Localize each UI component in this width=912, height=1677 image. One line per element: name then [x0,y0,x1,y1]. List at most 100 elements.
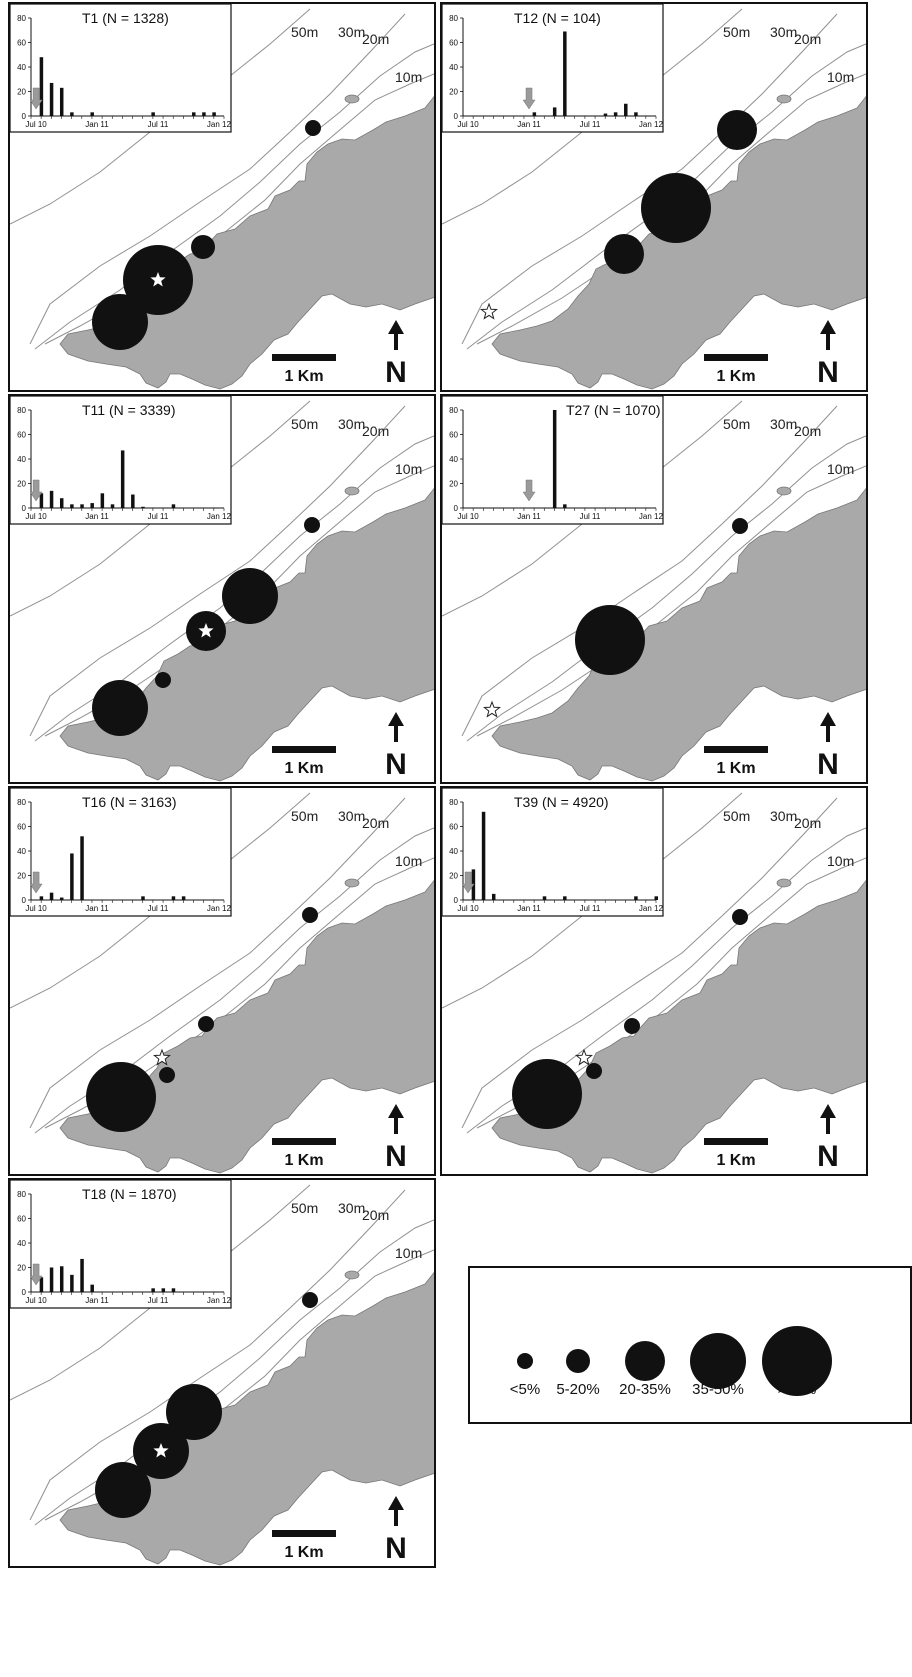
inset-y-tick-label: 0 [22,1288,27,1297]
map-panel-t16: 50m 30m 20m 10m 1 Km N 0 20 40 60 80 Jul 10 Jan 11 Ju… [8,786,436,1176]
north-arrow-icon [820,320,836,350]
circle-size-legend: <5% 5-20% 20-35% 35-50% >50% [468,1266,912,1424]
inset-x-tick-label: Jan 12 [207,512,232,521]
north-label: N [385,1140,407,1173]
inset-histogram: 0 20 40 60 80 Jul 10 Jan 11 Jul 11 Jan 12 T1 (N =… [10,4,232,133]
histogram-bar [481,811,486,900]
panel-title: T39 (N = 4920) [514,794,609,810]
inset-x-tick-label: Jan 12 [639,512,664,521]
proportion-circle [717,110,757,150]
legend-svg: <5% 5-20% 20-35% 35-50% >50% [510,1326,832,1398]
legend-label-5-20: 5-20% [556,1381,599,1398]
inset-y-tick-label: 80 [449,406,458,415]
islet [344,1270,360,1280]
histogram-bar [49,82,54,116]
inset-y-tick-label: 60 [449,823,458,832]
legend-circle [762,1326,832,1396]
scale-bar [272,1138,336,1145]
north-label: N [385,356,407,389]
legend-circle [690,1333,746,1389]
histogram-bar [654,896,658,900]
proportion-circle [512,1059,582,1129]
histogram-bar [90,503,94,508]
scale-bar [704,354,768,361]
north-label: N [385,748,407,781]
depth-label: 30m [770,416,797,432]
proportion-circle [302,907,318,923]
proportion-circle [732,518,748,534]
histogram-bar [552,410,557,508]
histogram-bar [141,506,145,508]
depth-label: 50m [723,24,750,40]
north-label: N [817,1140,839,1173]
proportion-circle [92,294,148,350]
histogram-bar [39,57,44,116]
histogram-bar [141,896,145,900]
inset-x-tick-label: Jul 10 [25,904,47,913]
proportion-circle [92,680,148,736]
inset-y-tick-label: 20 [17,872,26,881]
histogram-bar [39,1277,44,1292]
depth-label: 30m [338,808,365,824]
inset-x-tick-label: Jul 10 [25,512,47,521]
proportion-circle [732,909,748,925]
north-arrow-icon [388,712,404,742]
histogram-bar [171,896,176,900]
histogram-bar [59,87,64,116]
depth-label: 50m [723,808,750,824]
proportion-circle [95,1462,151,1518]
inset-y-tick-label: 0 [454,112,459,121]
inset-x-tick-label: Jul 11 [148,120,169,129]
histogram-bar [212,112,216,116]
inset-y-tick-label: 80 [17,798,26,807]
legend-label-lt5: <5% [510,1381,540,1398]
depth-label: 30m [770,24,797,40]
proportion-circle [641,173,711,243]
inset-x-tick-label: Jul 11 [148,904,169,913]
scale-bar-label: 1 Km [716,760,755,777]
release-site-star-icon [575,1048,593,1066]
histogram-bar [563,896,567,900]
proportion-circle [198,1016,214,1032]
release-arrow-icon [29,1263,43,1286]
map-panel-t18: 50m 30m 20m 10m 1 Km N 0 20 40 60 80 Jul 10 Jan 11 Ju… [8,1178,436,1568]
inset-y-tick-label: 60 [17,39,26,48]
depth-label: 20m [362,1207,389,1223]
release-arrow-icon [29,871,43,894]
inset-x-tick-label: Jul 10 [457,904,479,913]
histogram-bar [59,498,64,508]
inset-y-tick-label: 60 [17,1215,26,1224]
inset-y-tick-label: 40 [449,847,458,856]
release-site-star-icon [198,623,214,638]
inset-y-tick-label: 20 [17,1264,26,1273]
depth-contour-line [29,405,406,737]
panel-title: T16 (N = 3163) [82,794,177,810]
release-arrow-icon [522,479,536,502]
panel-title: T11 (N = 3339) [82,402,176,418]
inset-y-tick-label: 80 [17,14,26,23]
histogram-bar [80,504,84,508]
scale-bar-label: 1 Km [716,1152,755,1169]
depth-label: 20m [362,31,389,47]
histogram-bar [563,504,567,508]
map-panel-t11: 50m 30m 20m 10m 1 Km N 0 20 40 60 80 Jul 10 Jan 11 Ju… [8,394,436,784]
proportion-circle [166,1384,222,1440]
depth-contour-line [29,797,406,1129]
scale-bar [704,746,768,753]
histogram-bar [603,113,608,116]
depth-label: 10m [395,69,422,85]
depth-label: 20m [794,31,821,47]
histogram-bar [161,1288,166,1292]
panel-title: T1 (N = 1328) [82,10,169,26]
inset-y-tick-label: 40 [17,63,26,72]
scale-bar [272,746,336,753]
north-arrow-icon [820,1104,836,1134]
inset-y-tick-label: 80 [449,798,458,807]
histogram-bar [70,1274,74,1292]
legend-circle [517,1353,533,1369]
land-mass [491,487,866,782]
scale-bar-label: 1 Km [716,368,755,385]
